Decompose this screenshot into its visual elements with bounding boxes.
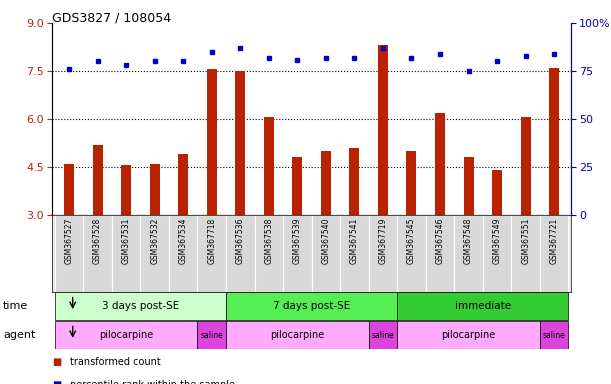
Bar <box>368 321 397 349</box>
Bar <box>397 293 568 320</box>
Bar <box>426 215 455 292</box>
Text: pilocarpine: pilocarpine <box>99 330 153 340</box>
Bar <box>169 215 197 292</box>
Text: saline: saline <box>543 331 566 339</box>
Bar <box>492 170 502 215</box>
Text: immediate: immediate <box>455 301 511 311</box>
Bar <box>349 148 359 215</box>
Text: saline: saline <box>371 331 394 339</box>
Text: GSM367718: GSM367718 <box>207 217 216 263</box>
Bar <box>540 215 568 292</box>
Text: 7 days post-SE: 7 days post-SE <box>273 301 350 311</box>
Text: percentile rank within the sample: percentile rank within the sample <box>70 380 235 384</box>
Text: saline: saline <box>200 331 223 339</box>
Text: 3 days post-SE: 3 days post-SE <box>102 301 179 311</box>
Text: pilocarpine: pilocarpine <box>441 330 496 340</box>
Bar <box>55 321 197 349</box>
Bar <box>435 113 445 215</box>
Bar <box>55 293 226 320</box>
Bar <box>483 215 511 292</box>
Bar <box>141 215 169 292</box>
Bar <box>112 215 141 292</box>
Bar <box>368 215 397 292</box>
Bar <box>93 145 103 215</box>
Text: pilocarpine: pilocarpine <box>270 330 324 340</box>
Bar <box>540 321 568 349</box>
Bar <box>511 215 540 292</box>
Text: GSM367538: GSM367538 <box>265 217 273 264</box>
Bar <box>226 215 255 292</box>
Text: ■: ■ <box>52 380 61 384</box>
Bar <box>226 321 368 349</box>
Bar <box>340 215 368 292</box>
Bar <box>397 321 540 349</box>
Bar <box>197 321 226 349</box>
Text: GSM367551: GSM367551 <box>521 217 530 264</box>
Text: GSM367532: GSM367532 <box>150 217 159 264</box>
Bar <box>197 215 226 292</box>
Bar <box>255 215 283 292</box>
Bar <box>150 164 159 215</box>
Bar <box>226 293 397 320</box>
Text: GSM367548: GSM367548 <box>464 217 473 264</box>
Bar <box>406 151 417 215</box>
Text: GSM367541: GSM367541 <box>350 217 359 264</box>
Text: ■: ■ <box>52 357 61 367</box>
Text: GSM367546: GSM367546 <box>436 217 445 264</box>
Text: GSM367549: GSM367549 <box>492 217 502 264</box>
Text: GSM367721: GSM367721 <box>550 217 558 263</box>
Text: GSM367540: GSM367540 <box>321 217 331 264</box>
Text: GSM367545: GSM367545 <box>407 217 416 264</box>
Bar <box>264 118 274 215</box>
Text: GSM367534: GSM367534 <box>178 217 188 264</box>
Bar <box>283 215 312 292</box>
Text: GSM367539: GSM367539 <box>293 217 302 264</box>
Bar <box>178 154 188 215</box>
Bar <box>121 166 131 215</box>
Bar <box>292 157 302 215</box>
Text: GSM367527: GSM367527 <box>65 217 73 264</box>
Bar <box>378 45 388 215</box>
Bar <box>55 215 83 292</box>
Bar <box>397 215 426 292</box>
Text: GSM367528: GSM367528 <box>93 217 102 263</box>
Bar <box>321 151 331 215</box>
Bar <box>83 215 112 292</box>
Bar <box>464 157 474 215</box>
Text: GSM367719: GSM367719 <box>378 217 387 264</box>
Text: time: time <box>3 301 28 311</box>
Text: GSM367531: GSM367531 <box>122 217 131 264</box>
Bar <box>235 71 245 215</box>
Bar <box>207 70 217 215</box>
Bar <box>64 164 74 215</box>
Text: transformed count: transformed count <box>70 357 161 367</box>
Bar <box>521 118 530 215</box>
Bar <box>312 215 340 292</box>
Bar <box>455 215 483 292</box>
Bar <box>549 68 559 215</box>
Text: GSM367536: GSM367536 <box>236 217 245 264</box>
Text: agent: agent <box>3 330 35 340</box>
Text: GDS3827 / 108054: GDS3827 / 108054 <box>52 12 171 25</box>
